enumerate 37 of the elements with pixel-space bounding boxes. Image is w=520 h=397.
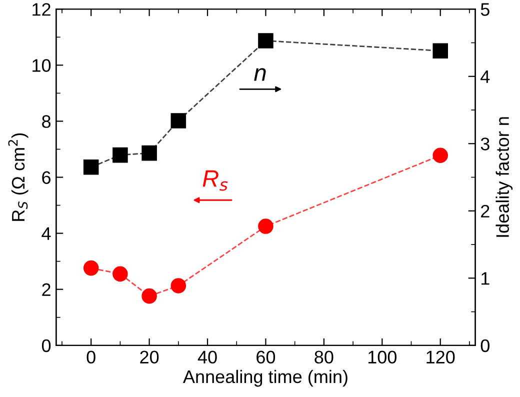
point [432, 148, 448, 164]
point [142, 288, 157, 304]
y2-tick-label: 3 [480, 138, 490, 150]
legend-label: n [254, 68, 266, 81]
y-tick-label: 4 [42, 227, 51, 240]
x-tick-label: 60 [256, 350, 276, 364]
point [83, 160, 99, 175]
y2-axis-title: Ideality factor n [496, 117, 513, 237]
x-tick-label: 100 [368, 350, 396, 364]
y-tick-label: 2 [42, 283, 50, 296]
point [258, 218, 274, 234]
y-axis-title: R$_{S}$ (Ω cm$^{2}$) [8, 133, 28, 221]
y-tick-label: 6 [42, 171, 51, 184]
point [258, 33, 274, 48]
point [170, 278, 186, 294]
x-tick-label: 0 [86, 350, 96, 364]
y2-tick-label: 1 [482, 272, 490, 285]
y-tick-label: 0 [42, 339, 51, 352]
x-tick-label: 80 [314, 350, 334, 364]
y-tick-label: 10 [32, 59, 51, 72]
point [112, 266, 128, 282]
point [142, 145, 157, 161]
y2-tick-label: 0 [480, 339, 490, 352]
y-tick-label: 8 [42, 115, 51, 128]
x-tick-label: 120 [426, 350, 455, 364]
point [83, 260, 99, 276]
point [112, 147, 128, 163]
x-tick-label: 20 [140, 350, 159, 364]
x-tick-label: 40 [198, 350, 217, 364]
y2-tick-label: 2 [481, 204, 490, 218]
point [432, 43, 448, 58]
y2-tick-label: 5 [480, 3, 490, 16]
y-tick-label: 12 [32, 3, 50, 16]
series-label: R$_{s}$ [202, 170, 228, 191]
y2-tick-label: 4 [480, 70, 490, 83]
point [170, 113, 186, 128]
x-axis-title: Annealing time (min) [182, 370, 348, 387]
